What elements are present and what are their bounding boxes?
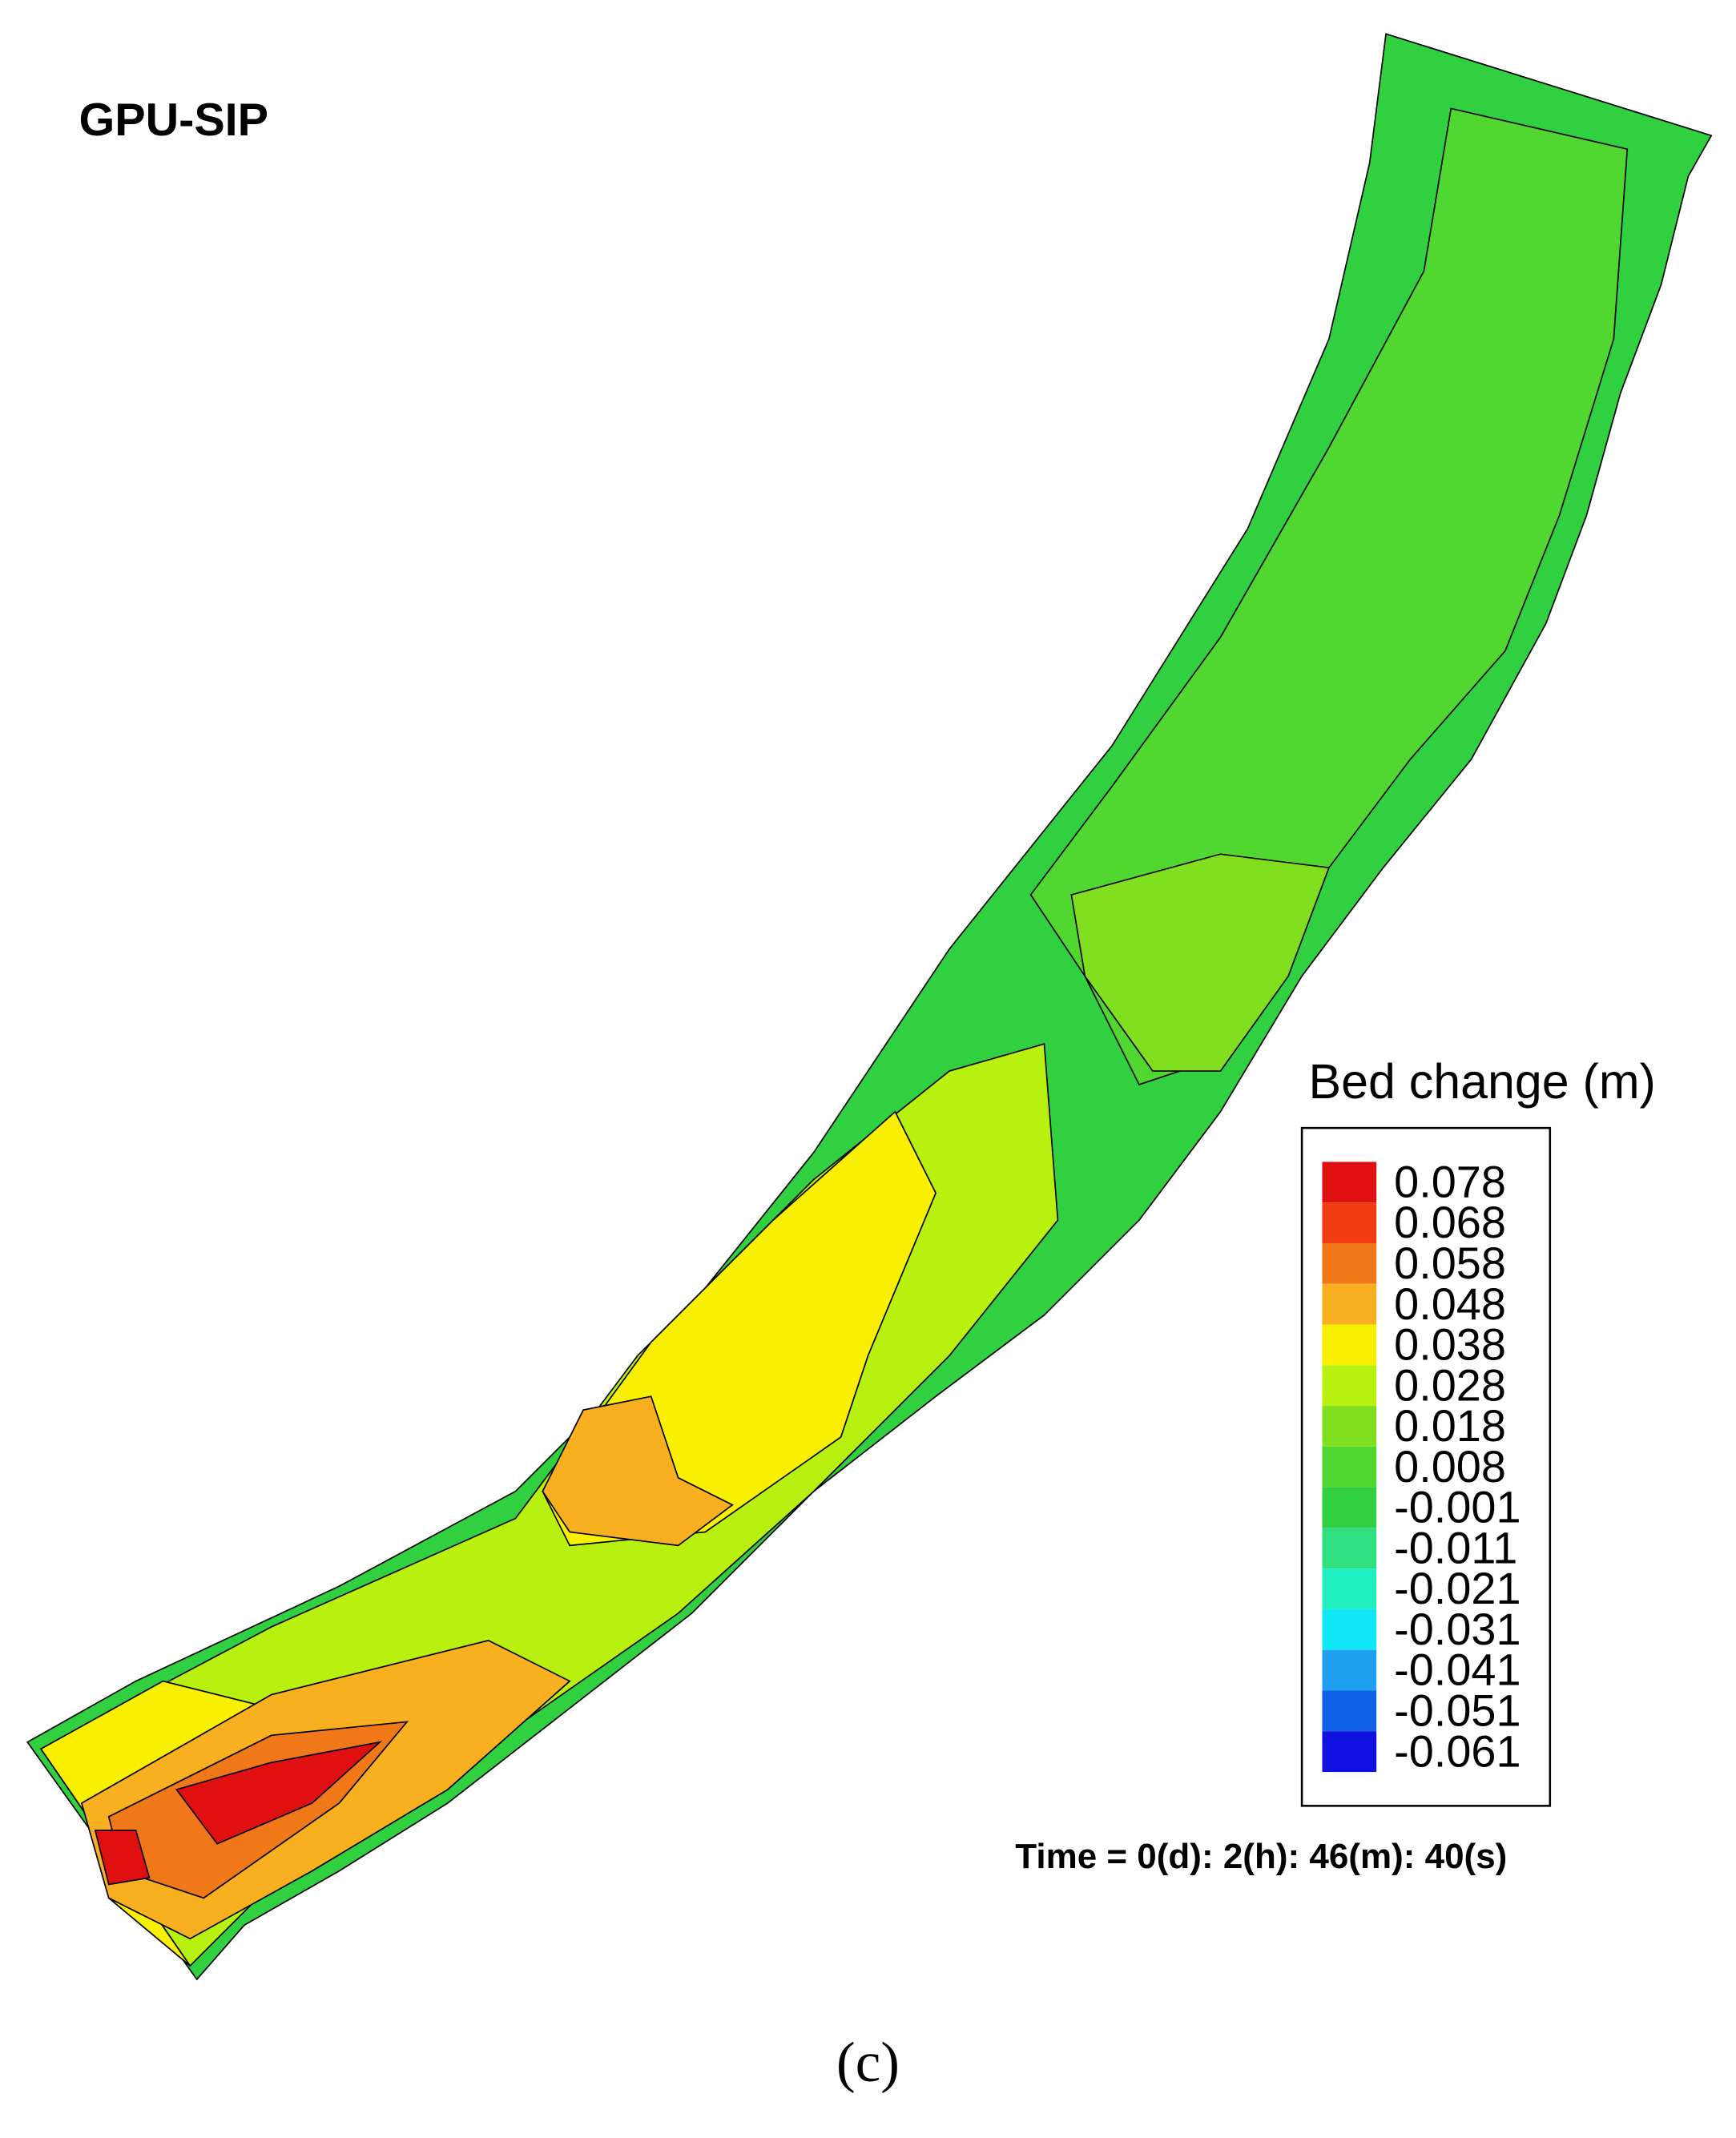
legend-swatch (1322, 1528, 1377, 1569)
legend-swatch (1322, 1162, 1377, 1203)
legend-label: -0.041 (1394, 1645, 1521, 1695)
legend-swatch (1322, 1568, 1377, 1609)
legend-swatch (1322, 1406, 1377, 1447)
contour-region (1070, 853, 1331, 1072)
legend-swatch (1322, 1283, 1377, 1325)
legend-swatch (1322, 1324, 1377, 1366)
legend-label: -0.051 (1394, 1685, 1521, 1735)
legend-swatch (1322, 1365, 1377, 1407)
legend-label: 0.008 (1394, 1441, 1506, 1492)
contour-region (542, 1395, 734, 1547)
legend-swatch (1322, 1649, 1377, 1691)
legend-label: -0.061 (1394, 1725, 1521, 1776)
contour-region (175, 1741, 383, 1845)
legend-label: 0.018 (1394, 1400, 1506, 1451)
legend-label: 0.048 (1394, 1278, 1506, 1329)
legend-label: 0.058 (1394, 1238, 1506, 1288)
caption: (c) (836, 2031, 900, 2094)
legend-label: -0.031 (1394, 1604, 1521, 1654)
time-label: Time = 0(d): 2(h): 46(m): 40(s) (1015, 1837, 1507, 1876)
legend-swatch (1322, 1242, 1377, 1284)
legend-swatch (1322, 1487, 1377, 1528)
legend-label: -0.021 (1394, 1563, 1521, 1613)
legend-title: Bed change (m) (1309, 1054, 1656, 1109)
river-map (26, 33, 1713, 1981)
contour-region (94, 1829, 151, 1886)
legend-label: 0.028 (1394, 1359, 1506, 1410)
legend-swatch (1322, 1609, 1377, 1650)
plot-title: GPU-SIP (79, 95, 268, 146)
legend-label: 0.038 (1394, 1319, 1506, 1370)
legend: 0.0780.0680.0580.0480.0380.0280.0180.008… (1322, 1156, 1521, 1776)
legend-swatch (1322, 1446, 1377, 1488)
legend-label: 0.068 (1394, 1197, 1506, 1247)
legend-label: -0.001 (1394, 1482, 1521, 1532)
legend-label: -0.011 (1394, 1522, 1517, 1572)
legend-swatch (1322, 1731, 1377, 1773)
legend-label: 0.078 (1394, 1156, 1506, 1206)
legend-swatch (1322, 1202, 1377, 1243)
legend-swatch (1322, 1690, 1377, 1732)
